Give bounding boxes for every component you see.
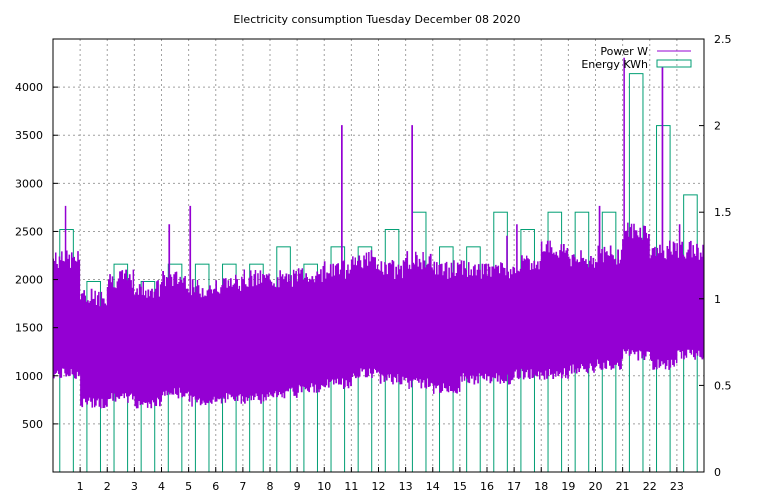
x-tick-label: 13 xyxy=(399,480,413,493)
x-tick-label: 22 xyxy=(643,480,657,493)
y-left-tick-label: 3000 xyxy=(15,177,43,190)
x-tick-label: 2 xyxy=(104,480,111,493)
y-right-tick-label: 0.5 xyxy=(714,379,732,392)
power-line xyxy=(53,57,704,409)
legend-swatch-energy xyxy=(656,59,692,68)
x-tick-label: 23 xyxy=(670,480,684,493)
x-tick-label: 21 xyxy=(616,480,630,493)
y-right-tick-label: 2 xyxy=(714,120,721,133)
x-tick-label: 7 xyxy=(239,480,246,493)
x-tick-label: 20 xyxy=(589,480,603,493)
y-left-tick-label: 500 xyxy=(22,418,43,431)
x-tick-label: 17 xyxy=(507,480,521,493)
x-tick-label: 16 xyxy=(480,480,494,493)
y-left-tick-label: 2500 xyxy=(15,225,43,238)
x-tick-label: 6 xyxy=(212,480,219,493)
y-left-tick-label: 1500 xyxy=(15,322,43,335)
y-right-tick-label: 2.5 xyxy=(714,33,732,46)
y-left-tick-label: 1000 xyxy=(15,370,43,383)
x-tick-label: 15 xyxy=(453,480,467,493)
x-tick-label: 1 xyxy=(77,480,84,493)
x-tick-label: 5 xyxy=(185,480,192,493)
x-tick-label: 12 xyxy=(372,480,386,493)
power-series-line xyxy=(53,57,704,409)
chart-title: Electricity consumption Tuesday December… xyxy=(233,13,520,26)
axes: 1 2 3 4 5 6 7 8 9 10 11 12 13 14 15 16 17 18 19 20 21 22 23500… xyxy=(15,33,732,493)
legend-label-power: Power W xyxy=(600,45,648,58)
y-left-tick-label: 3500 xyxy=(15,129,43,142)
x-tick-label: 10 xyxy=(317,480,331,493)
x-tick-label: 4 xyxy=(158,480,165,493)
y-left-tick-label: 2000 xyxy=(15,274,43,287)
x-tick-label: 18 xyxy=(534,480,548,493)
legend: Power W Energy KWh xyxy=(581,45,692,71)
x-tick-label: 3 xyxy=(131,480,138,493)
x-tick-label: 9 xyxy=(294,480,301,493)
x-tick-label: 11 xyxy=(344,480,358,493)
x-tick-label: 19 xyxy=(561,480,575,493)
y-right-tick-label: 0 xyxy=(714,466,721,479)
legend-label-energy: Energy KWh xyxy=(581,58,648,71)
x-tick-label: 8 xyxy=(267,480,274,493)
x-tick-label: 14 xyxy=(426,480,440,493)
y-right-tick-label: 1.5 xyxy=(714,206,732,219)
y-left-tick-label: 4000 xyxy=(15,81,43,94)
y-right-tick-label: 1 xyxy=(714,293,721,306)
